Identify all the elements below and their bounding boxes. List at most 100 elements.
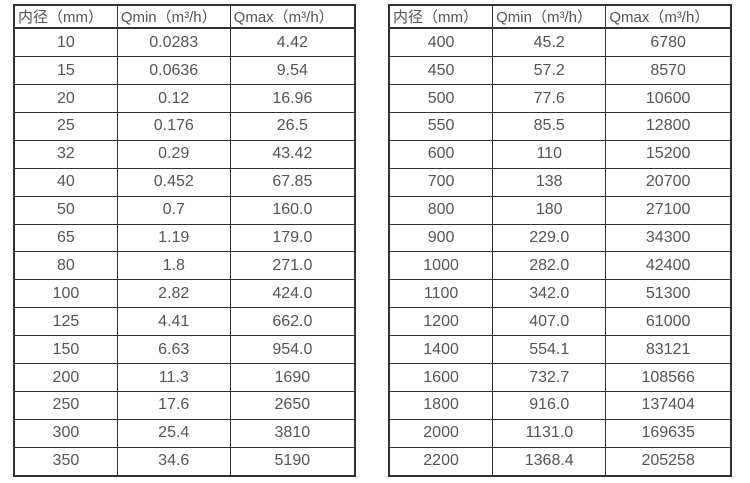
flow-spec-table-large-diameters: 内径（mm） Qmin（m³/h） Qmax（m³/h） 400 45.2 6780 45…	[388, 4, 732, 477]
table-cell-2: 169635	[605, 418, 732, 448]
table-cell-2: 1690	[229, 363, 356, 393]
table-row: 1400 554.1 83121	[388, 335, 732, 365]
table-cell-0: 400	[388, 27, 494, 58]
table-cell-1: 110	[492, 139, 607, 169]
table-cell-2: 160.0	[229, 195, 356, 225]
table-cell-1: 916.0	[492, 391, 607, 420]
table-cell-1: 1.8	[116, 251, 231, 281]
header-row: 内径（mm） Qmin（m³/h） Qmax（m³/h）	[388, 4, 732, 29]
table-row: 350 34.6 5190	[13, 446, 356, 477]
table-cell-0: 20	[13, 84, 118, 113]
flow-spec-table-small-diameters: 内径（mm） Qmin（m³/h） Qmax（m³/h） 10 0.0283 4.42 1…	[13, 4, 356, 477]
table-cell-0: 65	[13, 223, 118, 253]
table-cell-2: 3810	[229, 418, 356, 448]
table-cell-0: 1100	[388, 279, 494, 309]
table-row: 32 0.29 43.42	[13, 139, 356, 169]
table-cell-1: 0.176	[116, 111, 231, 141]
table-cell-2: 26.5	[229, 111, 356, 141]
table-cell-2: 42400	[605, 251, 732, 281]
table-cell-2: 10600	[605, 84, 732, 113]
table-cell-2: 34300	[605, 223, 732, 253]
table-cell-0: 150	[13, 335, 118, 365]
table-row: 800 180 27100	[388, 195, 732, 225]
table-row: 900 229.0 34300	[388, 223, 732, 253]
table-cell-2: 137404	[605, 391, 732, 420]
table-cell-0: 300	[13, 418, 118, 448]
header-cell-2: Qmax（m³/h）	[229, 4, 356, 29]
table-cell-2: 67.85	[229, 167, 356, 197]
table-cell-1: 0.7	[116, 195, 231, 225]
header-cell-0: 内径（mm）	[13, 4, 118, 29]
table-row: 1000 282.0 42400	[388, 251, 732, 281]
table-cell-1: 85.5	[492, 111, 607, 141]
table-cell-0: 1200	[388, 307, 494, 337]
table-cell-0: 800	[388, 195, 494, 225]
table-row: 1800 916.0 137404	[388, 391, 732, 420]
table-cell-0: 1800	[388, 391, 494, 420]
table-cell-1: 407.0	[492, 307, 607, 337]
table-cell-2: 20700	[605, 167, 732, 197]
table-cell-2: 954.0	[229, 335, 356, 365]
table-cell-0: 550	[388, 111, 494, 141]
table-row: 25 0.176 26.5	[13, 111, 356, 141]
table-row: 2200 1368.4 205258	[388, 446, 732, 477]
table-cell-1: 17.6	[116, 391, 231, 420]
table-row: 125 4.41 662.0	[13, 307, 356, 337]
table-cell-2: 424.0	[229, 279, 356, 309]
table-cell-2: 662.0	[229, 307, 356, 337]
table-row: 10 0.0283 4.42	[13, 27, 356, 58]
table-row: 20 0.12 16.96	[13, 84, 356, 113]
table-cell-1: 45.2	[492, 27, 607, 58]
table-cell-2: 271.0	[229, 251, 356, 281]
table-cell-2: 83121	[605, 335, 732, 365]
table-cell-1: 57.2	[492, 56, 607, 86]
table-cell-2: 205258	[605, 446, 732, 477]
table-cell-0: 900	[388, 223, 494, 253]
table-cell-0: 2000	[388, 418, 494, 448]
table-row: 65 1.19 179.0	[13, 223, 356, 253]
table-cell-1: 732.7	[492, 363, 607, 393]
table-row: 2000 1131.0 169635	[388, 418, 732, 448]
table-cell-1: 138	[492, 167, 607, 197]
table-row: 1600 732.7 108566	[388, 363, 732, 393]
table-cell-2: 4.42	[229, 27, 356, 58]
table-row: 700 138 20700	[388, 167, 732, 197]
table-cell-2: 15200	[605, 139, 732, 169]
table-header: 内径（mm） Qmin（m³/h） Qmax（m³/h）	[388, 4, 732, 29]
table-cell-2: 43.42	[229, 139, 356, 169]
table-cell-0: 32	[13, 139, 118, 169]
table-cell-1: 0.0283	[116, 27, 231, 58]
table-cell-2: 108566	[605, 363, 732, 393]
table-row: 400 45.2 6780	[388, 27, 732, 58]
table-cell-1: 0.452	[116, 167, 231, 197]
table-body: 10 0.0283 4.42 15 0.0636 9.54 20 0.12 16.96 25 0.1…	[13, 27, 356, 477]
table-cell-1: 1131.0	[492, 418, 607, 448]
table-cell-2: 16.96	[229, 84, 356, 113]
table-cell-0: 10	[13, 27, 118, 58]
table-row: 150 6.63 954.0	[13, 335, 356, 365]
header-cell-1: Qmin（m³/h）	[492, 4, 607, 29]
table-cell-0: 1400	[388, 335, 494, 365]
table-row: 450 57.2 8570	[388, 56, 732, 86]
table-cell-1: 180	[492, 195, 607, 225]
table-cell-0: 2200	[388, 446, 494, 477]
table-cell-0: 125	[13, 307, 118, 337]
table-cell-2: 27100	[605, 195, 732, 225]
table-cell-0: 600	[388, 139, 494, 169]
table-cell-0: 80	[13, 251, 118, 281]
table-cell-2: 8570	[605, 56, 732, 86]
header-cell-2: Qmax（m³/h）	[605, 4, 732, 29]
table-cell-0: 450	[388, 56, 494, 86]
header-cell-1: Qmin（m³/h）	[116, 4, 231, 29]
table-row: 250 17.6 2650	[13, 391, 356, 420]
table-cell-2: 5190	[229, 446, 356, 477]
table-row: 50 0.7 160.0	[13, 195, 356, 225]
table-cell-1: 34.6	[116, 446, 231, 477]
table-cell-0: 350	[13, 446, 118, 477]
table-cell-1: 77.6	[492, 84, 607, 113]
table-cell-1: 0.12	[116, 84, 231, 113]
table-cell-2: 179.0	[229, 223, 356, 253]
table-cell-2: 2650	[229, 391, 356, 420]
table-cell-0: 250	[13, 391, 118, 420]
table-cell-1: 1368.4	[492, 446, 607, 477]
